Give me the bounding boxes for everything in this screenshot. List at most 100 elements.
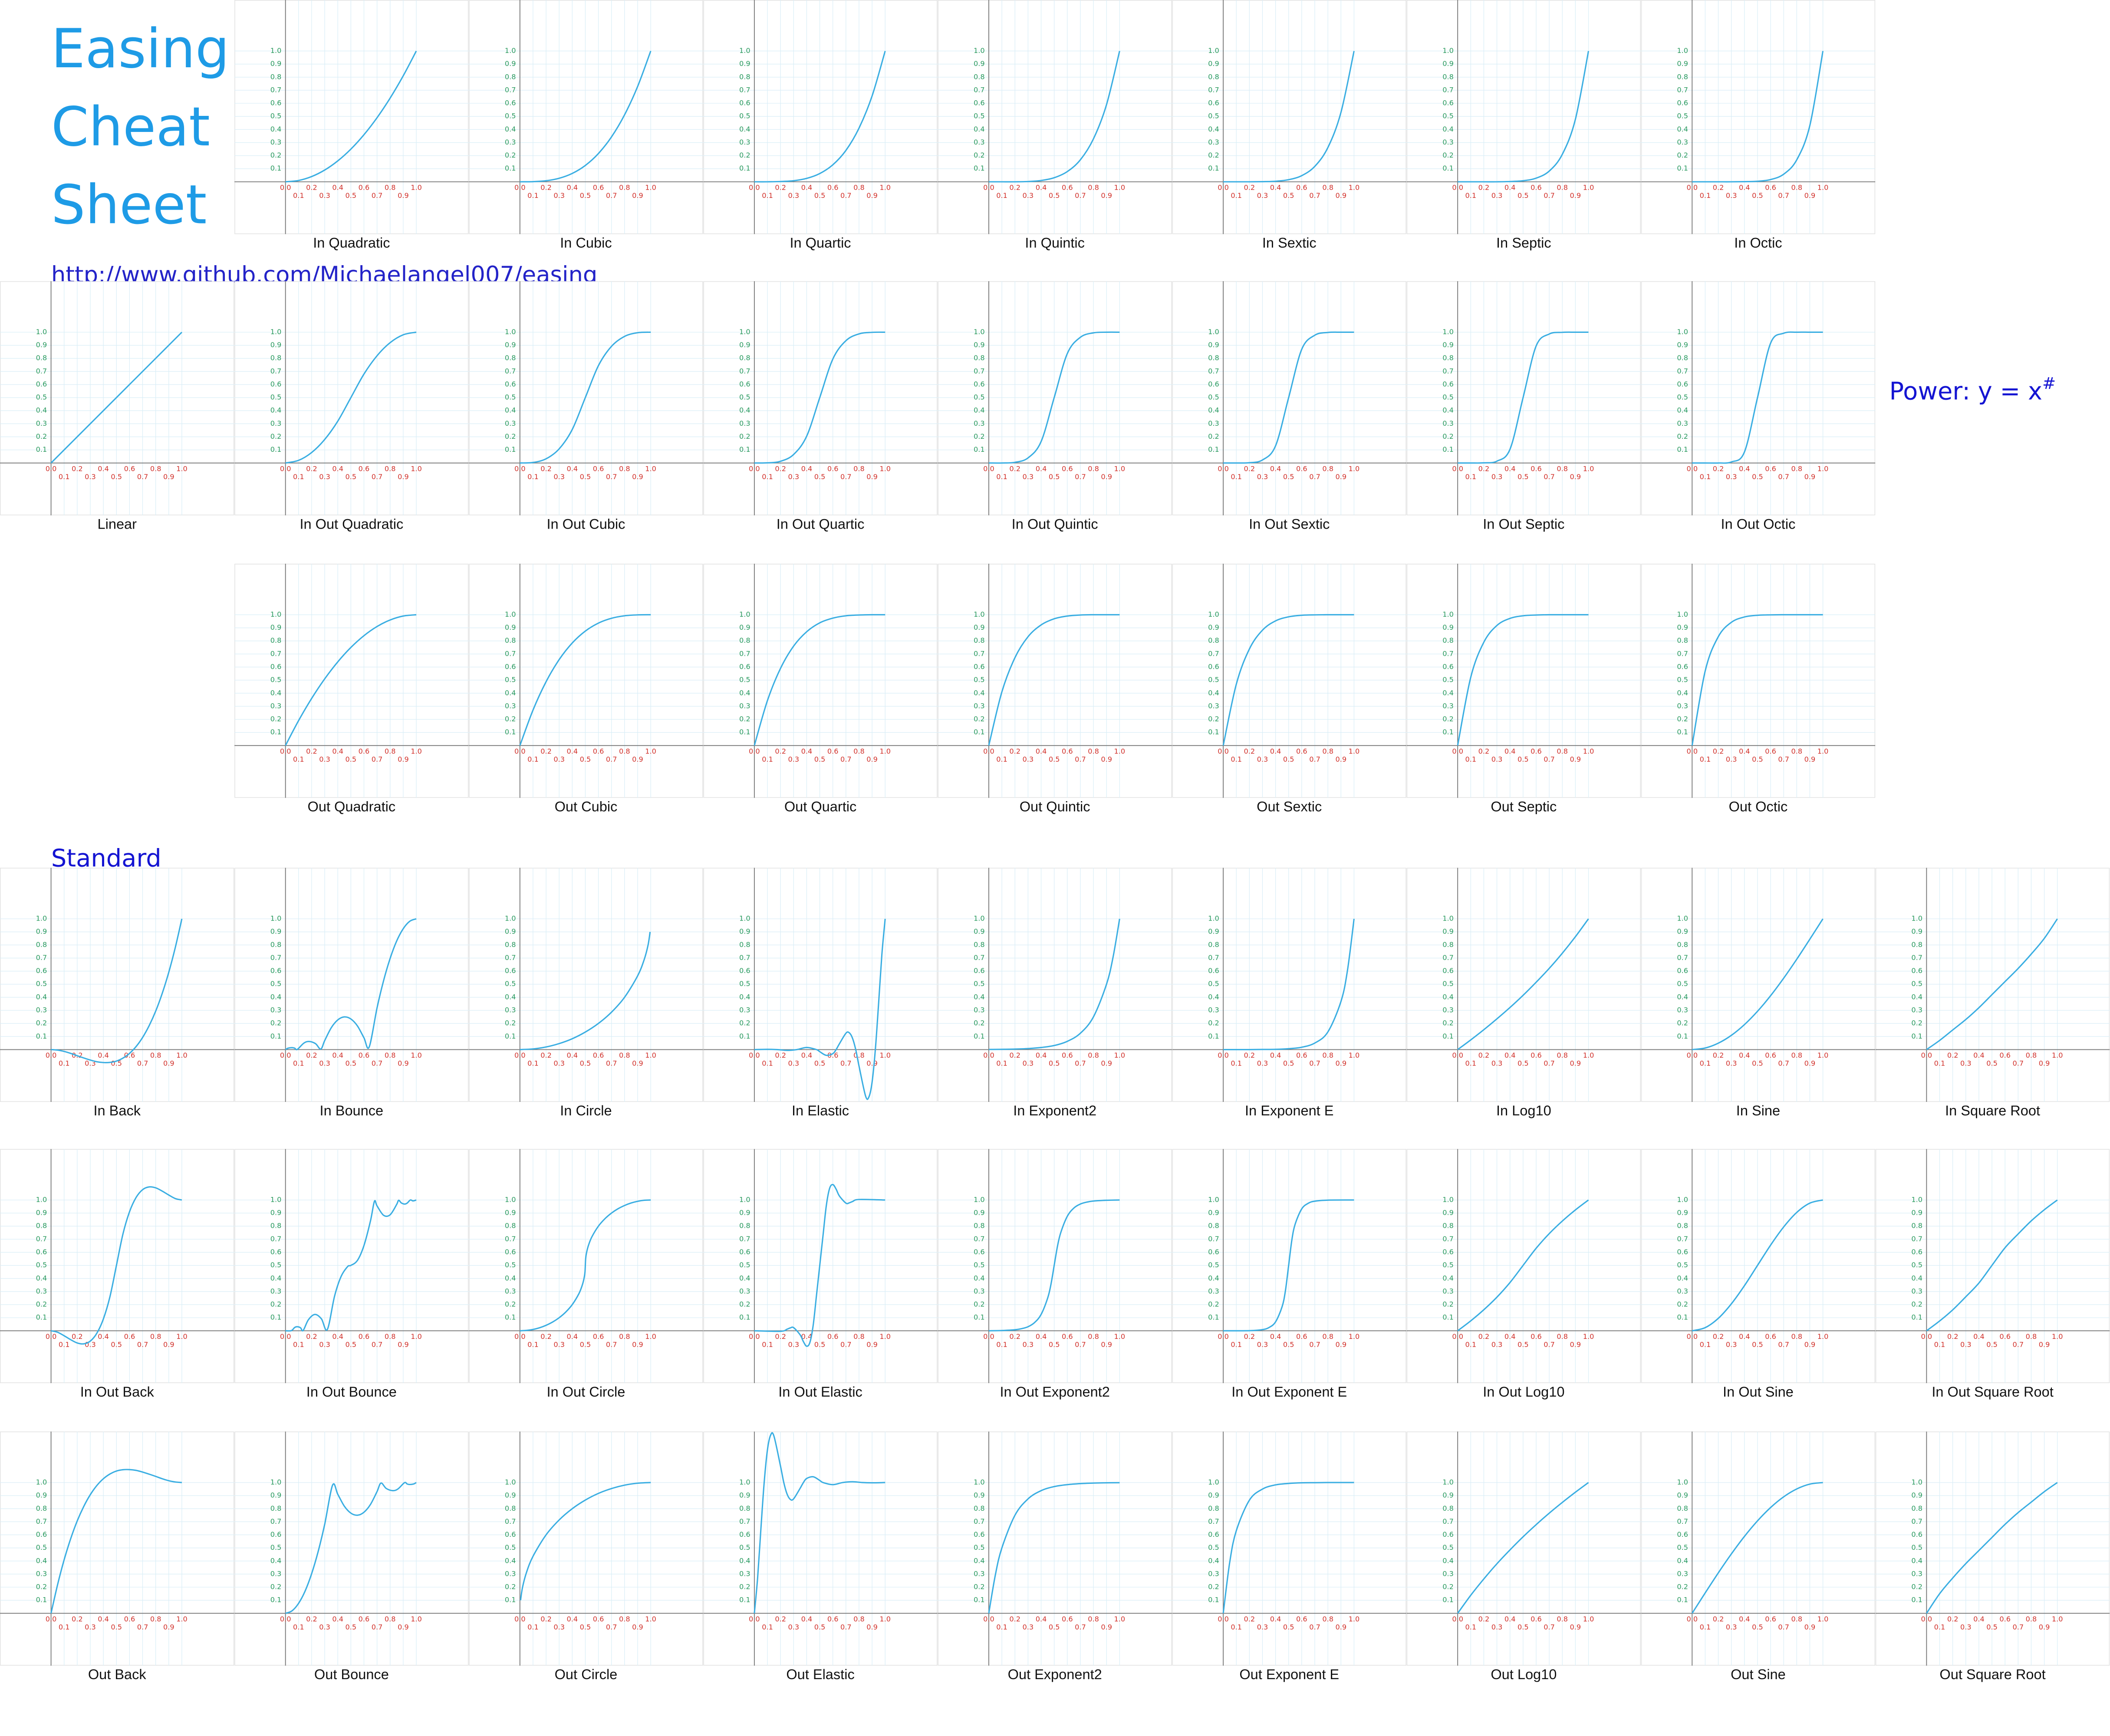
x-tick-label: 0.2	[72, 1332, 83, 1341]
panel	[938, 0, 1172, 234]
chart: 0.00.10.20.30.40.50.60.70.80.91.00.10.20…	[938, 868, 1172, 1118]
x-tick-label: 0.6	[359, 1332, 370, 1341]
chart-title: In Octic	[1734, 235, 1782, 250]
y-tick-label: 1.0	[1677, 46, 1688, 55]
y-tick-label: 0.2	[974, 1300, 985, 1309]
x-tick-label: 0.0	[1686, 1615, 1698, 1623]
panel	[234, 0, 469, 234]
x-tick-label: 0.0	[280, 747, 291, 755]
x-tick-label: 0.8	[1322, 1051, 1333, 1059]
x-tick-label: 0.4	[801, 747, 813, 755]
y-tick-label: 0.8	[1208, 940, 1219, 949]
y-tick-label: 0.3	[739, 1287, 751, 1295]
y-tick-label: 0.7	[505, 649, 516, 658]
chart-title: In Out Back	[80, 1384, 155, 1400]
y-tick-label: 0.6	[36, 380, 47, 388]
y-tick-label: 0.9	[739, 1209, 751, 1217]
x-tick-label: 0.6	[593, 464, 604, 473]
chart-title: In Out Log10	[1483, 1384, 1564, 1400]
y-tick-label: 0.9	[270, 341, 282, 349]
y-tick-label: 0.1	[1911, 1032, 1922, 1040]
x-tick-label: 0.5	[580, 755, 591, 763]
chart-title: Out Sine	[1731, 1667, 1786, 1682]
y-tick-label: 0.3	[1677, 419, 1688, 427]
y-tick-label: 0.4	[974, 993, 985, 1001]
y-tick-label: 0.6	[36, 1248, 47, 1256]
x-tick-label: 0.0	[1218, 1332, 1229, 1341]
x-tick-label: 0.7	[1778, 1059, 1789, 1068]
y-tick-label: 0.5	[1677, 112, 1688, 120]
y-tick-label: 0.8	[1442, 1504, 1454, 1512]
y-tick-label: 0.3	[505, 138, 516, 146]
y-tick-label: 0.4	[739, 125, 751, 133]
x-tick-label: 0.9	[632, 1341, 643, 1349]
y-tick-label: 0.3	[1911, 1569, 1922, 1578]
y-tick-label: 0.6	[739, 1530, 751, 1539]
x-tick-label: 0.3	[85, 1623, 96, 1631]
chart: 0.00.10.20.30.40.50.60.70.80.91.00.10.20…	[234, 868, 469, 1118]
x-tick-label: 1.0	[1114, 747, 1126, 755]
x-tick-label: 0.2	[1713, 464, 1724, 473]
x-tick-label: 0.9	[1570, 1341, 1581, 1349]
easing-curve	[520, 1199, 651, 1332]
y-tick-label: 0.2	[1677, 1019, 1688, 1027]
y-tick-label: 0.9	[1677, 59, 1688, 68]
y-tick-label: 0.7	[974, 1517, 985, 1526]
chart: 0.00.10.20.30.40.50.60.70.80.91.00.10.20…	[469, 868, 703, 1118]
y-tick-label: 0.7	[974, 1235, 985, 1243]
y-tick-label: 0.2	[739, 715, 751, 723]
y-tick-label: 0.1	[505, 728, 516, 736]
panel	[703, 1149, 938, 1383]
x-tick-label: 0.4	[1270, 1615, 1281, 1623]
x-tick-label: 0.3	[553, 191, 565, 200]
x-tick-label: 0.5	[1517, 755, 1529, 763]
x-tick-label: 0.0	[1921, 1332, 1932, 1341]
x-tick-label: 0.5	[1517, 1059, 1529, 1068]
x-tick-label: 0.3	[788, 1341, 799, 1349]
x-tick-label: 0.1	[762, 473, 773, 481]
y-tick-label: 0.5	[974, 112, 985, 120]
x-tick-label: 0.9	[2039, 1341, 2050, 1349]
chart-title: In Out Exponent E	[1231, 1384, 1347, 1400]
y-tick-label: 0.4	[739, 1556, 751, 1565]
x-tick-label: 0.9	[1570, 1059, 1581, 1068]
x-tick-label: 0.7	[1075, 755, 1086, 763]
y-tick-label: 0.7	[36, 1235, 47, 1243]
y-tick-label: 1.0	[270, 1478, 282, 1486]
y-tick-label: 0.2	[36, 1019, 47, 1027]
x-tick-label: 0.2	[1478, 183, 1490, 191]
chart: 0.00.10.20.30.40.50.60.70.80.91.00.10.20…	[938, 1431, 1172, 1682]
y-tick-label: 0.7	[739, 367, 751, 375]
y-tick-label: 0.6	[505, 662, 516, 671]
x-tick-label: 0.8	[1088, 1332, 1099, 1341]
y-tick-label: 0.1	[1677, 1313, 1688, 1322]
y-tick-label: 0.3	[1677, 1006, 1688, 1014]
x-tick-label: 0.7	[606, 473, 617, 481]
y-tick-label: 0.4	[505, 406, 516, 414]
x-tick-label: 1.0	[176, 464, 188, 473]
y-tick-label: 0.8	[739, 1222, 751, 1230]
easing-curve	[1457, 1482, 1589, 1614]
y-tick-label: 0.2	[974, 1019, 985, 1027]
easing-curve	[988, 614, 1120, 746]
panel	[234, 1149, 469, 1383]
x-tick-label: 0.0	[1452, 183, 1463, 191]
chart: 0.00.10.20.30.40.50.60.70.80.91.00.10.20…	[1172, 0, 1406, 250]
chart-title: In Out Bounce	[306, 1384, 397, 1400]
x-tick-label: 0.5	[1752, 1623, 1763, 1631]
y-tick-label: 0.9	[270, 1209, 282, 1217]
x-tick-label: 0.8	[1322, 1332, 1333, 1341]
y-tick-label: 1.0	[36, 328, 47, 336]
chart: 0.00.10.20.30.40.50.60.70.80.91.00.10.20…	[703, 868, 938, 1118]
x-tick-label: 0.7	[1544, 1623, 1555, 1631]
y-tick-label: 0.7	[505, 953, 516, 962]
y-tick-label: 0.3	[1442, 1287, 1454, 1295]
y-tick-label: 0.5	[1442, 980, 1454, 988]
x-tick-label: 0.8	[853, 464, 865, 473]
y-tick-label: 0.8	[1208, 72, 1219, 81]
y-tick-label: 0.8	[1911, 1222, 1922, 1230]
y-tick-label: 0.5	[1442, 1543, 1454, 1552]
y-tick-label: 1.0	[1208, 610, 1219, 618]
x-tick-label: 0.7	[372, 473, 383, 481]
chart-title: In Circle	[560, 1103, 612, 1118]
